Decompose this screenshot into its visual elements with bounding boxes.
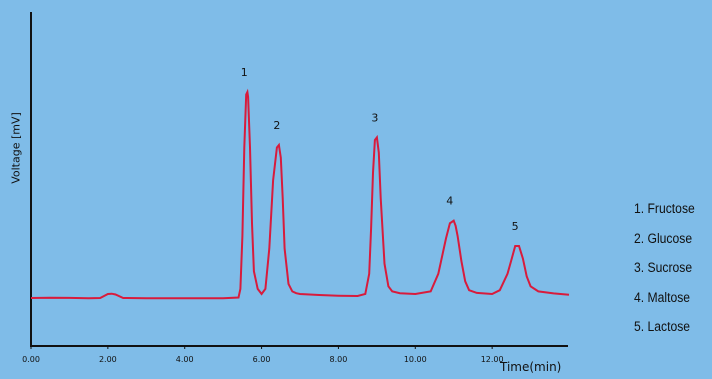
legend-item: 5. Lactose — [634, 319, 691, 334]
chromatogram-series-line — [30, 88, 570, 300]
x-ticks: 0.00 2.00 4.00 6.00 8.00 10.00 12.00 — [22, 346, 504, 364]
x-tick-label: 2.00 — [99, 355, 117, 364]
x-tick-label: 6.00 — [253, 355, 271, 364]
peak-label: 1 — [241, 66, 248, 79]
legend-item: 1. Fructose — [634, 201, 695, 216]
x-tick-label: 8.00 — [330, 355, 348, 364]
legend-item: 3. Sucrose — [634, 260, 693, 275]
peak-label: 3 — [371, 111, 378, 124]
legend-item: 4. Maltose — [634, 289, 691, 305]
y-axis-label: Voltage [mV] — [9, 112, 23, 184]
peak-labels: 1 2 3 4 5 — [241, 66, 519, 233]
x-tick-label: 12.00 — [481, 355, 504, 364]
legend: 1. Fructose 2. Glucose 3. Sucrose 4. Mal… — [634, 194, 702, 342]
x-axis-label: Time(min) — [500, 360, 562, 374]
legend-item: 2. Glucose — [634, 230, 693, 246]
x-tick-label: 10.00 — [404, 355, 427, 364]
peak-label: 5 — [512, 220, 519, 233]
peak-label: 4 — [446, 195, 453, 208]
peak-label: 2 — [273, 119, 280, 132]
x-tick-label: 0.00 — [22, 355, 40, 364]
x-tick-label: 4.00 — [176, 355, 194, 364]
